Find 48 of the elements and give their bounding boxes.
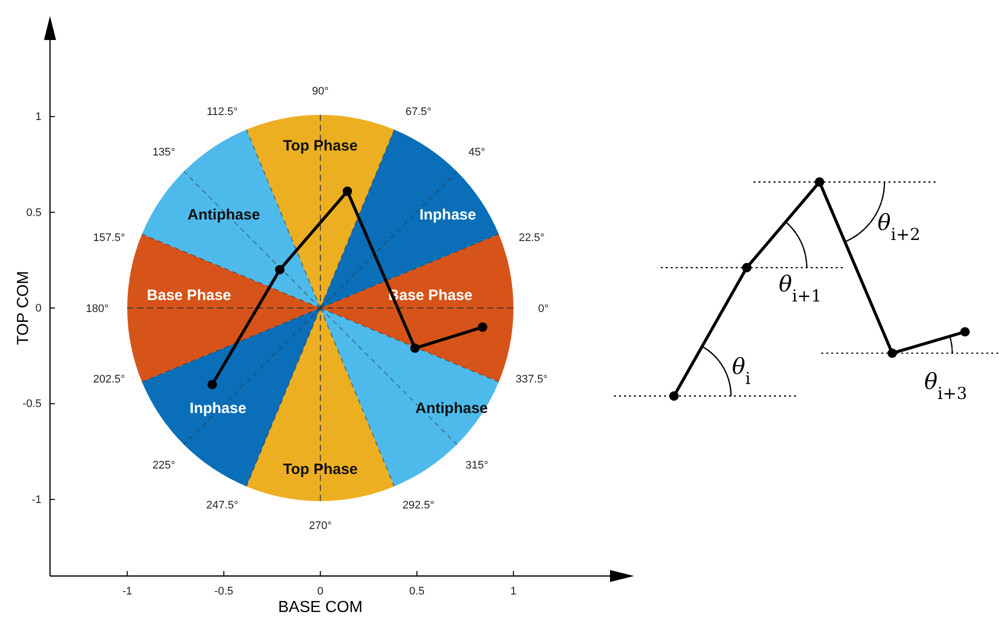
- point: [814, 177, 824, 187]
- annotation: 202.5°: [93, 374, 126, 386]
- point: [207, 380, 217, 390]
- annotation: Base Phase: [146, 286, 232, 304]
- point: [888, 348, 897, 358]
- point: [478, 322, 488, 332]
- annotation: 337.5°: [516, 374, 548, 386]
- annotation: 0°: [538, 302, 549, 315]
- annotation: Top Phase: [282, 461, 358, 478]
- y-axis-title: TOP COM: [15, 270, 32, 346]
- annotation: 22.5°: [518, 232, 545, 244]
- annotation: 270°: [308, 520, 332, 532]
- annotation: θ$_{i+1}$: [778, 272, 822, 306]
- y-tick-label: 0.5: [26, 206, 42, 219]
- annotation: 247.5°: [206, 500, 238, 512]
- y-tick-label: 0: [35, 302, 42, 315]
- annotation: θ$_{i+3}$: [924, 370, 968, 403]
- x-tick-label: -0.5: [214, 585, 234, 598]
- annotation: 112.5°: [206, 106, 238, 118]
- x-tick-label: 0.5: [409, 585, 425, 598]
- point: [669, 391, 679, 401]
- y-tick-label: -1: [32, 494, 42, 506]
- annotation: θ$_{i+2}$: [878, 211, 920, 244]
- annotation: 135°: [152, 146, 176, 158]
- annotation: 45°: [468, 146, 486, 158]
- x-tick-label: 1: [510, 585, 517, 598]
- annotation: 67.5°: [406, 106, 432, 118]
- annotation: 157.5°: [93, 232, 126, 244]
- point: [410, 343, 420, 353]
- annotation: Top Phase: [282, 138, 358, 155]
- annotation: Inphase: [419, 206, 476, 224]
- annotation: Inphase: [190, 400, 246, 417]
- x-tick-label: -1: [122, 585, 132, 598]
- y-tick-label: 1: [35, 111, 42, 124]
- annotation: 90°: [312, 86, 329, 98]
- x-tick-label: 0: [317, 585, 324, 598]
- annotation: Antiphase: [188, 206, 260, 224]
- point: [742, 262, 752, 272]
- x-axis-title: BASE COM: [278, 599, 363, 616]
- y-tick-label: -0.5: [22, 398, 42, 410]
- annotation: 292.5°: [402, 500, 434, 512]
- annotation: 180°: [86, 302, 109, 315]
- annotation: 315°: [465, 459, 488, 472]
- point: [960, 327, 970, 337]
- annotation: 225°: [152, 459, 176, 472]
- point: [275, 265, 285, 274]
- point: [342, 186, 352, 196]
- annotation: θ$_{i}$: [732, 355, 751, 388]
